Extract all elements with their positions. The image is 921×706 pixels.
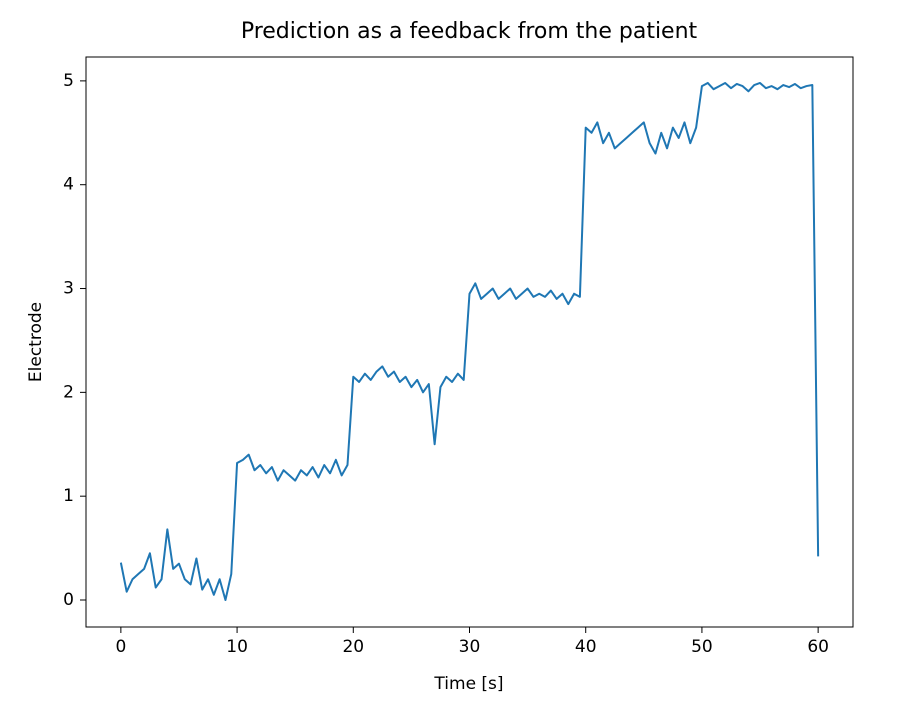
x-tick-label: 10	[226, 637, 248, 657]
x-tick-label: 20	[342, 637, 364, 657]
x-tick-label: 40	[575, 637, 597, 657]
y-tick-label: 5	[63, 71, 74, 91]
y-tick-label: 4	[63, 175, 74, 195]
x-tick-label: 30	[459, 637, 481, 657]
x-tick-label: 0	[115, 637, 126, 657]
x-axis-label: Time [s]	[433, 674, 503, 694]
plot-frame	[85, 56, 854, 628]
y-axis-label: Electrode	[26, 302, 46, 382]
data-line	[119, 81, 820, 602]
x-tick-label: 50	[691, 637, 713, 657]
y-tick-label: 1	[63, 486, 74, 506]
y-tick-label: 3	[63, 279, 74, 299]
chart-title: Prediction as a feedback from the patien…	[241, 19, 698, 44]
y-tick-label: 0	[63, 590, 74, 610]
y-tick-label: 2	[63, 382, 74, 402]
x-tick-label: 60	[807, 637, 829, 657]
